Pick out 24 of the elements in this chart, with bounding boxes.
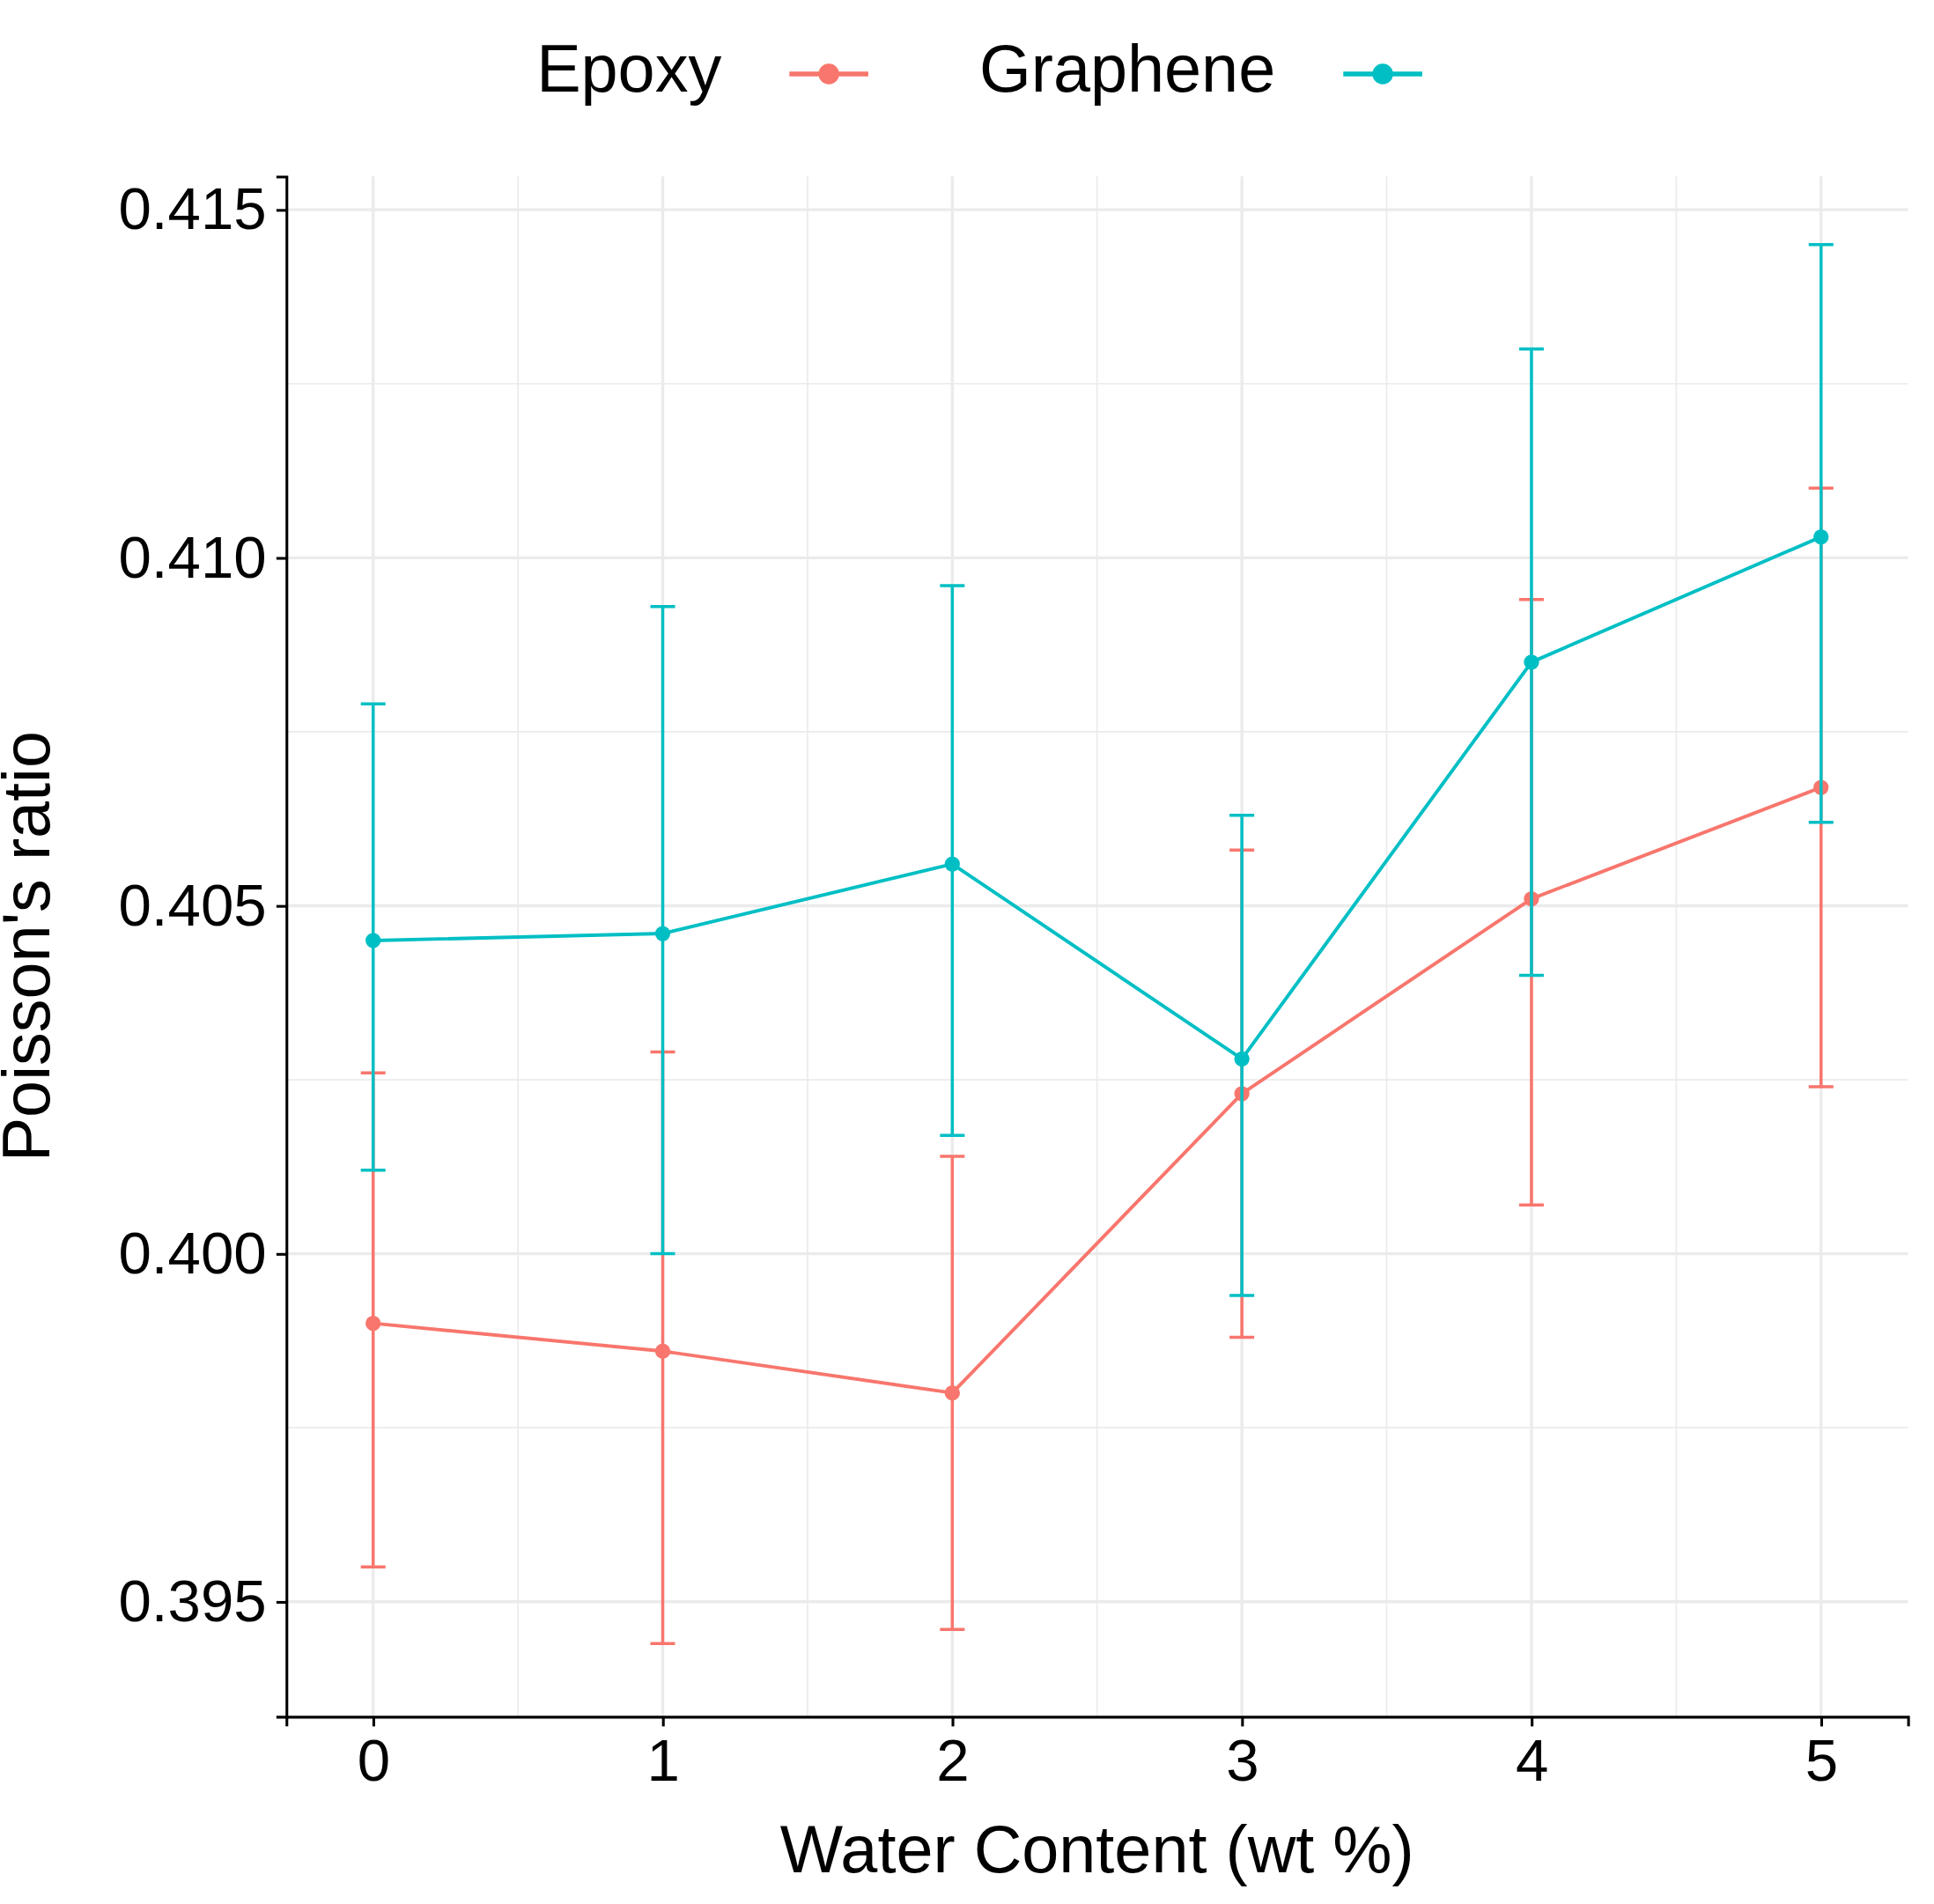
point	[1524, 654, 1539, 670]
point	[654, 1343, 671, 1359]
x-tick-label: 1	[646, 1727, 680, 1794]
x-axis-title: Water Content (wt %)	[779, 1812, 1414, 1886]
point	[944, 856, 960, 872]
point	[365, 1316, 381, 1332]
x-tick-label: 0	[357, 1727, 391, 1794]
x-tick-label: 4	[1515, 1727, 1549, 1794]
legend-label: Graphene	[978, 31, 1276, 106]
x-tick-label: 3	[1226, 1727, 1259, 1794]
point	[1234, 1051, 1250, 1066]
y-tick-label: 0.395	[118, 1567, 267, 1634]
y-tick-label: 0.410	[118, 523, 267, 590]
x-tick-label: 5	[1805, 1727, 1839, 1794]
point	[365, 933, 381, 948]
y-tick-label: 0.415	[118, 175, 267, 242]
y-axis-title: Poisson's ratio	[0, 731, 64, 1162]
point	[944, 1385, 960, 1401]
y-tick-label: 0.400	[118, 1219, 267, 1286]
x-tick-label: 2	[936, 1727, 970, 1794]
point	[654, 926, 671, 941]
y-tick-label: 0.405	[118, 871, 267, 938]
legend-label: Epoxy	[536, 31, 722, 106]
point	[1813, 528, 1829, 545]
